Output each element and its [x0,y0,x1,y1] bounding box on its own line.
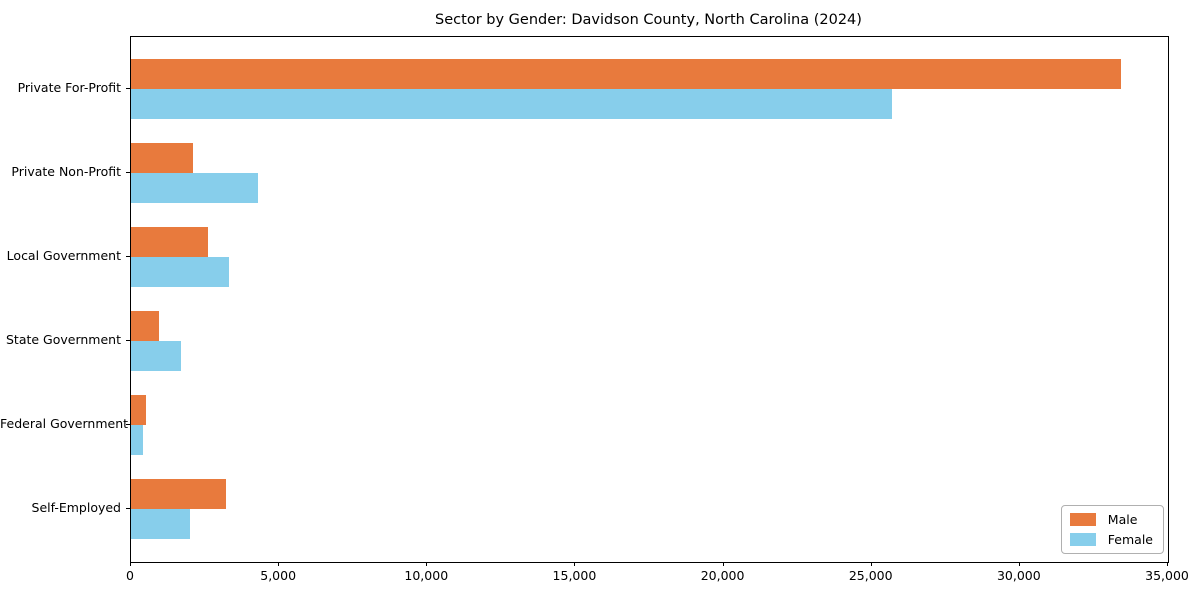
xtick-label-15-000: 15,000 [552,568,597,583]
x-tick-mark [1018,562,1020,566]
bar-female-state-government [131,341,182,371]
y-tick-mark [126,172,130,173]
bar-female-federal-government [131,425,143,455]
plot-area: Male Female [130,36,1169,563]
y-tick-mark [126,508,130,509]
ytick-label-self-employed: Self-Employed [31,500,121,515]
bar-male-federal-government [131,395,146,425]
x-tick-mark [722,562,724,566]
legend-swatch-male [1069,513,1096,526]
x-tick-mark [870,562,872,566]
x-tick-mark [130,562,131,566]
legend-entry-female: Female [1069,532,1153,547]
y-tick-mark [126,424,130,425]
bar-female-private-non-profit [131,173,259,203]
y-tick-mark [126,340,130,341]
ytick-label-federal-government: Federal Government [0,416,129,431]
xtick-label-10-000: 10,000 [404,568,449,583]
ytick-label-private-non-profit: Private Non-Profit [11,164,121,179]
bar-female-self-employed [131,509,191,539]
bar-male-self-employed [131,479,226,509]
bar-male-private-for-profit [131,59,1121,89]
x-tick-mark [574,562,576,566]
legend: Male Female [1060,505,1164,554]
legend-entry-male: Male [1069,512,1153,527]
ytick-label-state-government: State Government [5,332,121,347]
x-tick-mark [426,562,428,566]
ytick-label-private-for-profit: Private For-Profit [17,80,121,95]
bar-male-local-government [131,227,209,257]
xtick-label-30-000: 30,000 [996,568,1041,583]
x-tick-mark [278,562,280,566]
bar-male-private-non-profit [131,143,194,173]
xtick-label-25-000: 25,000 [848,568,893,583]
xtick-label-35-000: 35,000 [1145,568,1189,583]
xtick-label-0: 0 [126,568,134,583]
bar-female-private-for-profit [131,89,893,119]
x-tick-mark [1167,562,1168,566]
ytick-label-local-government: Local Government [6,248,121,263]
y-tick-mark [126,256,130,257]
chart-title: Sector by Gender: Davidson County, North… [435,12,862,28]
xtick-label-5-000: 5,000 [260,568,297,583]
bar-female-local-government [131,257,229,287]
legend-swatch-female [1069,533,1096,546]
bar-male-state-government [131,311,160,341]
legend-label-female: Female [1107,532,1153,547]
y-tick-mark [126,88,130,89]
legend-label-male: Male [1107,512,1138,527]
xtick-label-20-000: 20,000 [700,568,745,583]
